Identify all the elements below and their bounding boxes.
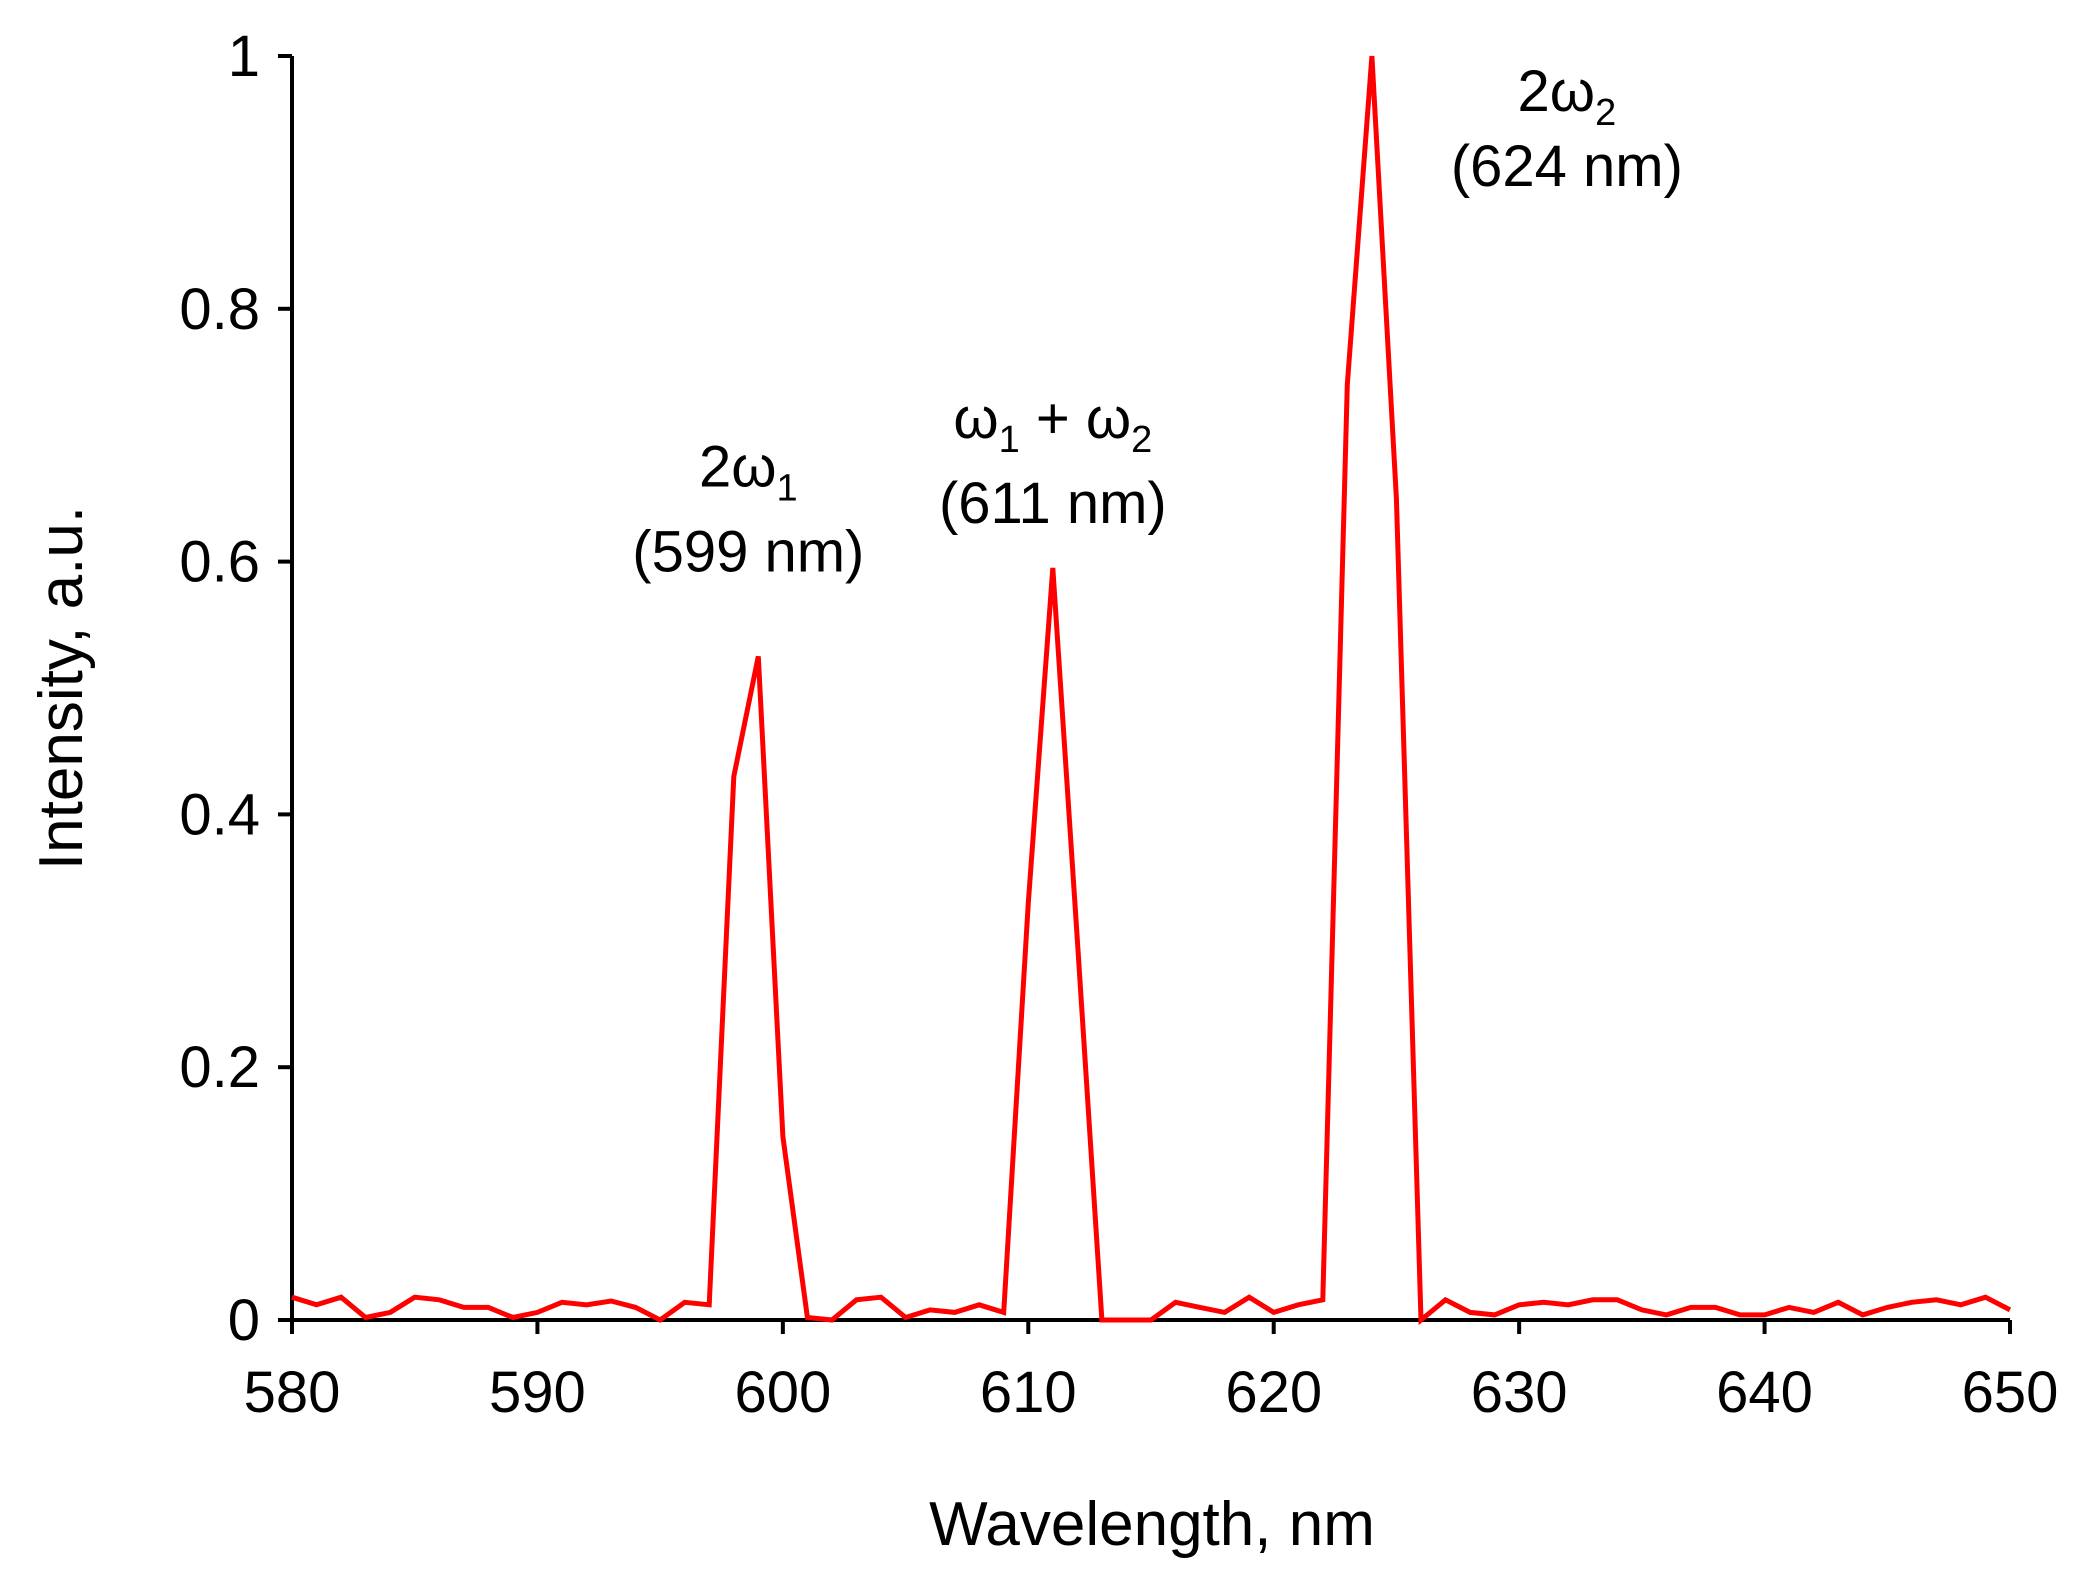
x-tick-label: 630	[1471, 1360, 1568, 1425]
x-tick-label: 620	[1225, 1360, 1322, 1425]
x-tick-label: 590	[489, 1360, 586, 1425]
series-line	[291, 55, 2012, 1326]
y-tick-label: 0.8	[179, 277, 260, 342]
y-axis-title: Intensity, a.u.	[27, 506, 96, 870]
y-tick-label: 0	[228, 1288, 260, 1353]
x-tick-label: 610	[980, 1360, 1077, 1425]
x-ticks: 580 590 600 610 620 630 640 650	[244, 1320, 2059, 1425]
peak-wavelength-label: (599 nm)	[632, 519, 864, 584]
y-tick-label: 0.6	[179, 530, 260, 595]
y-tick-label: 1	[228, 24, 260, 89]
peak-label: 2ω1	[699, 434, 798, 509]
y-ticks: 0 0.2 0.4 0.6 0.8 1	[179, 24, 292, 1353]
x-tick-label: 600	[734, 1360, 831, 1425]
peak-label: 2ω2	[1518, 59, 1617, 134]
peak-wavelength-label: (611 nm)	[939, 471, 1167, 536]
y-tick-label: 0.4	[179, 782, 260, 847]
peak-wavelength-label: (624 nm)	[1451, 134, 1683, 199]
y-tick-label: 0.2	[179, 1035, 260, 1100]
peak-label: ω1 + ω2	[953, 386, 1152, 461]
x-tick-label: 640	[1716, 1360, 1813, 1425]
x-tick-label: 650	[1962, 1360, 2059, 1425]
x-axis-title: Wavelength, nm	[929, 1490, 1375, 1559]
x-tick-label: 580	[244, 1360, 341, 1425]
peak-annotations: 2ω1 (599 nm) ω1 + ω2 (611 nm) 2ω2(624 nm)	[632, 59, 1683, 584]
